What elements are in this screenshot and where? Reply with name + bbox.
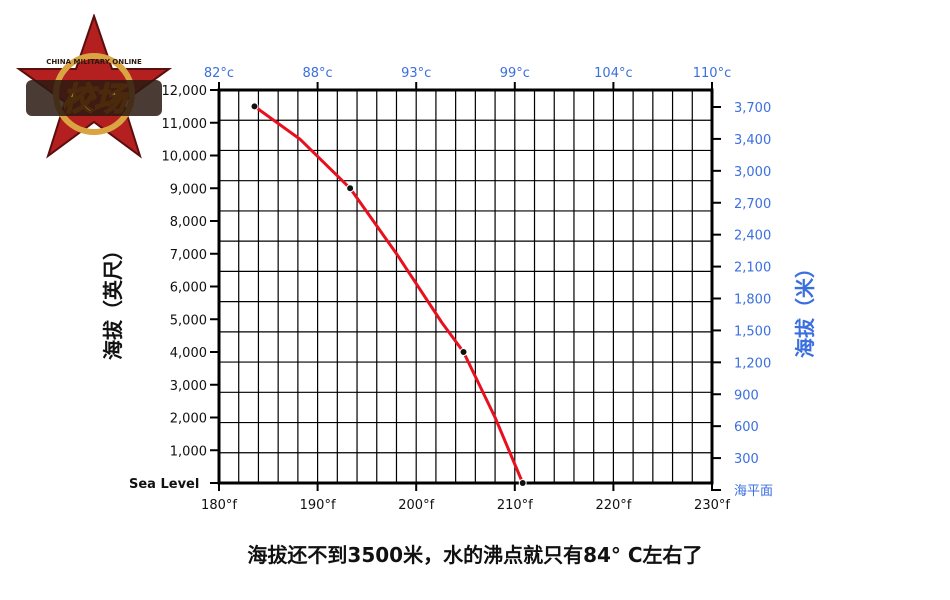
right-tick-label: 1,200 xyxy=(734,356,771,371)
left-tick-label: 6,000 xyxy=(170,281,207,296)
plot-frame xyxy=(217,88,714,485)
right-tick-label: 3,400 xyxy=(734,133,771,148)
bottom-tick-label: 220°f xyxy=(595,498,631,513)
right-tick-label: 海平面 xyxy=(734,484,773,499)
right-tick-label: 3,700 xyxy=(734,101,771,116)
data-point xyxy=(346,184,355,193)
top-tick-label: 93°c xyxy=(401,66,431,81)
left-tick-label: 12,000 xyxy=(162,84,208,99)
left-tick-label: 11,000 xyxy=(162,117,208,132)
top-tick-label: 110°c xyxy=(693,66,731,81)
right-tick-label: 900 xyxy=(734,388,759,403)
right-tick-label: 2,700 xyxy=(734,197,771,212)
y-axis-label-right: 海拔（米） xyxy=(793,258,817,358)
bottom-tick-label: 180°f xyxy=(201,498,237,513)
left-tick-label: 5,000 xyxy=(170,313,207,328)
bottom-tick-label: 230°f xyxy=(694,498,730,513)
right-tick-label: 300 xyxy=(734,452,759,467)
grid xyxy=(219,90,712,483)
y-axis-label-left: 海拔（英尺） xyxy=(101,240,125,360)
bottom-tick-label: 200°f xyxy=(398,498,434,513)
right-tick-label: 3,000 xyxy=(734,165,771,180)
logo-main-text: 校场 xyxy=(62,80,129,118)
left-tick-label: 9,000 xyxy=(170,182,207,197)
left-tick-label: 2,000 xyxy=(170,412,207,427)
top-tick-label: 82°c xyxy=(204,66,234,81)
right-tick-label: 2,100 xyxy=(734,261,771,276)
bottom-tick-label: 210°f xyxy=(497,498,533,513)
data-point xyxy=(518,479,527,487)
logo: CHINA MILITARY ONLINE 校场 xyxy=(15,14,173,159)
top-tick-label: 104°c xyxy=(594,66,632,81)
left-tick-label: 3,000 xyxy=(170,379,207,394)
right-tick-label: 2,400 xyxy=(734,229,771,244)
left-axis: 12,000 11,000 10,000 9,000 8,000 7,000 6,000 5,… xyxy=(129,84,219,492)
left-tick-label: 1,000 xyxy=(170,444,207,459)
left-tick-label: 8,000 xyxy=(170,215,207,230)
series-line xyxy=(253,104,525,485)
series-markers xyxy=(250,102,527,487)
bottom-axis: 180°f 190°f 200°f 210°f 220°f 230°f xyxy=(201,483,730,513)
left-tick-label: 4,000 xyxy=(170,346,207,361)
logo-banner xyxy=(26,80,162,116)
right-axis: 3,700 3,400 3,000 2,700 2,400 2,100 1,800 1,500… xyxy=(712,101,773,499)
top-tick-label: 88°c xyxy=(302,66,332,81)
data-point xyxy=(250,102,259,111)
bottom-tick-label: 190°f xyxy=(300,498,336,513)
right-tick-label: 600 xyxy=(734,420,759,435)
chart-caption: 海拔还不到3500米，水的沸点就只有84° C左右了 xyxy=(247,543,703,567)
data-point xyxy=(459,348,468,356)
left-tick-label: Sea Level xyxy=(129,477,199,492)
right-tick-label: 1,500 xyxy=(734,324,771,339)
right-tick-label: 1,800 xyxy=(734,293,771,308)
logo-ring-text: CHINA MILITARY ONLINE xyxy=(46,58,142,66)
top-tick-label: 99°c xyxy=(500,66,530,81)
top-axis: 82°c 88°c 93°c 99°c 104°c 110°c xyxy=(204,66,731,90)
left-tick-label: 10,000 xyxy=(162,150,208,165)
left-tick-label: 7,000 xyxy=(170,248,207,263)
